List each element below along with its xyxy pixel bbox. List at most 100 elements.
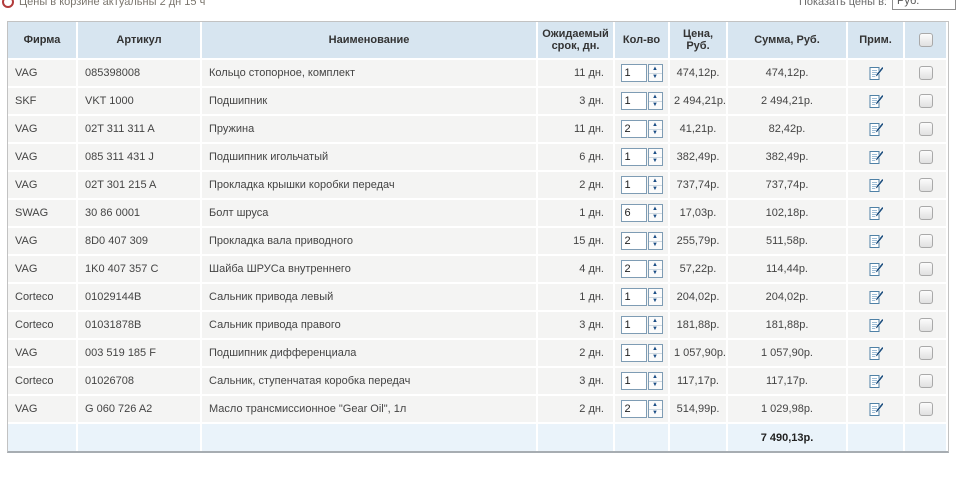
- edit-note-icon[interactable]: [868, 261, 884, 277]
- row-checkbox[interactable]: [918, 374, 933, 388]
- spin-up-icon[interactable]: ▲: [648, 289, 662, 298]
- quantity-input[interactable]: [620, 64, 647, 82]
- edit-note-icon[interactable]: [868, 401, 884, 417]
- product-name-cell: Подшипник игольчатый: [202, 144, 538, 172]
- currency-select[interactable]: Руб.: [892, 0, 956, 10]
- brand-cell: Corteco: [8, 312, 78, 340]
- edit-note-icon[interactable]: [868, 317, 884, 333]
- header-name: Наименование: [202, 22, 538, 60]
- note-cell: [848, 396, 905, 424]
- edit-note-icon[interactable]: [868, 121, 884, 137]
- spin-up-icon[interactable]: ▲: [648, 233, 662, 242]
- sum-cell: 2 494,21р.: [728, 88, 848, 116]
- quantity-stepper[interactable]: ▲ ▼: [620, 176, 663, 194]
- spin-down-icon[interactable]: ▼: [652, 382, 658, 389]
- quantity-input[interactable]: [620, 372, 647, 390]
- spin-down-icon[interactable]: ▼: [652, 130, 658, 137]
- quantity-stepper[interactable]: ▲ ▼: [620, 204, 663, 222]
- quantity-input[interactable]: [620, 344, 647, 362]
- spin-up-icon[interactable]: ▲: [648, 121, 662, 130]
- spin-down-icon[interactable]: ▼: [652, 102, 658, 109]
- row-checkbox[interactable]: [918, 94, 933, 108]
- quantity-input[interactable]: [620, 204, 647, 222]
- row-checkbox[interactable]: [918, 234, 933, 248]
- quantity-stepper[interactable]: ▲ ▼: [620, 64, 663, 82]
- row-checkbox[interactable]: [918, 318, 933, 332]
- select-cell: [905, 88, 946, 116]
- row-checkbox[interactable]: [918, 66, 933, 80]
- spin-up-icon[interactable]: ▲: [648, 149, 662, 158]
- spin-up-icon[interactable]: ▲: [648, 205, 662, 214]
- quantity-input[interactable]: [620, 148, 647, 166]
- quantity-stepper[interactable]: ▲ ▼: [620, 120, 663, 138]
- row-checkbox[interactable]: [918, 262, 933, 276]
- spin-down-icon[interactable]: ▼: [652, 242, 658, 249]
- quantity-stepper[interactable]: ▲ ▼: [620, 148, 663, 166]
- spin-up-icon[interactable]: ▲: [648, 177, 662, 186]
- quantity-input[interactable]: [620, 400, 647, 418]
- quantity-stepper[interactable]: ▲ ▼: [620, 316, 663, 334]
- spin-up-icon[interactable]: ▲: [648, 261, 662, 270]
- quantity-input[interactable]: [620, 176, 647, 194]
- select-cell: [905, 228, 946, 256]
- price-cell: 474,12р.: [670, 60, 728, 88]
- spin-down-icon[interactable]: ▼: [652, 270, 658, 277]
- spinner-buttons: ▲ ▼: [647, 260, 663, 278]
- table-row: VAG 8D0 407 309 Прокладка вала приводног…: [8, 228, 946, 256]
- row-checkbox[interactable]: [918, 290, 933, 304]
- quantity-stepper[interactable]: ▲ ▼: [620, 92, 663, 110]
- note-cell: [848, 340, 905, 368]
- spin-down-icon[interactable]: ▼: [652, 158, 658, 165]
- qty-cell: ▲ ▼: [615, 200, 670, 228]
- edit-note-icon[interactable]: [868, 177, 884, 193]
- row-checkbox[interactable]: [918, 346, 933, 360]
- note-cell: [848, 200, 905, 228]
- spin-down-icon[interactable]: ▼: [652, 214, 658, 221]
- spin-down-icon[interactable]: ▼: [652, 74, 658, 81]
- edit-note-icon[interactable]: [868, 149, 884, 165]
- row-checkbox[interactable]: [918, 206, 933, 220]
- edit-note-icon[interactable]: [868, 345, 884, 361]
- row-checkbox[interactable]: [918, 122, 933, 136]
- spin-down-icon[interactable]: ▼: [652, 298, 658, 305]
- quantity-stepper[interactable]: ▲ ▼: [620, 260, 663, 278]
- spin-up-icon[interactable]: ▲: [648, 373, 662, 382]
- edit-note-icon[interactable]: [868, 65, 884, 81]
- spin-up-icon[interactable]: ▲: [648, 65, 662, 74]
- product-name-cell: Прокладка вала приводного: [202, 228, 538, 256]
- quantity-input[interactable]: [620, 120, 647, 138]
- quantity-input[interactable]: [620, 232, 647, 250]
- spin-up-icon[interactable]: ▲: [648, 401, 662, 410]
- spin-up-icon[interactable]: ▲: [648, 93, 662, 102]
- select-all-checkbox[interactable]: [918, 33, 933, 47]
- sum-cell: 474,12р.: [728, 60, 848, 88]
- spin-down-icon[interactable]: ▼: [652, 354, 658, 361]
- quantity-stepper[interactable]: ▲ ▼: [620, 344, 663, 362]
- price-cell: 204,02р.: [670, 284, 728, 312]
- spin-up-icon[interactable]: ▲: [648, 317, 662, 326]
- quantity-input[interactable]: [620, 92, 647, 110]
- edit-note-icon[interactable]: [868, 233, 884, 249]
- spin-up-icon[interactable]: ▲: [648, 345, 662, 354]
- quantity-stepper[interactable]: ▲ ▼: [620, 372, 663, 390]
- row-checkbox[interactable]: [918, 178, 933, 192]
- quantity-stepper[interactable]: ▲ ▼: [620, 400, 663, 418]
- quantity-input[interactable]: [620, 288, 647, 306]
- quantity-stepper[interactable]: ▲ ▼: [620, 288, 663, 306]
- row-checkbox[interactable]: [918, 150, 933, 164]
- table-row: VAG 1K0 407 357 C Шайба ШРУСа внутреннег…: [8, 256, 946, 284]
- edit-note-icon[interactable]: [868, 373, 884, 389]
- spin-down-icon[interactable]: ▼: [652, 186, 658, 193]
- brand-cell: VAG: [8, 116, 78, 144]
- brand-cell: VAG: [8, 172, 78, 200]
- edit-note-icon[interactable]: [868, 205, 884, 221]
- quantity-input[interactable]: [620, 260, 647, 278]
- row-checkbox[interactable]: [918, 402, 933, 416]
- spin-down-icon[interactable]: ▼: [652, 326, 658, 333]
- select-cell: [905, 172, 946, 200]
- quantity-input[interactable]: [620, 316, 647, 334]
- quantity-stepper[interactable]: ▲ ▼: [620, 232, 663, 250]
- edit-note-icon[interactable]: [868, 93, 884, 109]
- edit-note-icon[interactable]: [868, 289, 884, 305]
- spin-down-icon[interactable]: ▼: [652, 410, 658, 417]
